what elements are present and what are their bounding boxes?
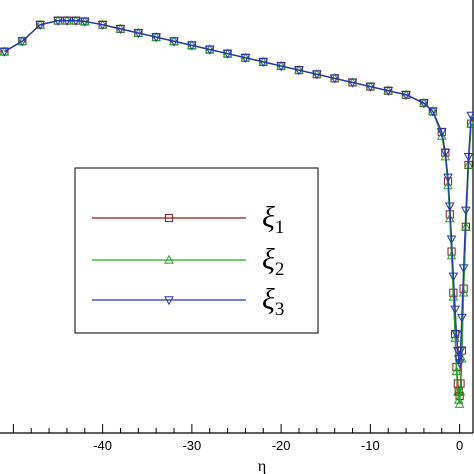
- data-point-series-3: [436, 128, 447, 138]
- data-point-series-3: [0, 47, 10, 57]
- series-line-3: [4, 19, 472, 364]
- axes-layer: -40 -30 -20 -10 0: [0, 0, 474, 453]
- data-point-series-3: [440, 148, 451, 158]
- data-point-series-2: [454, 398, 465, 408]
- data-point-series-3: [451, 330, 462, 340]
- data-point-series-3: [240, 54, 251, 63]
- data-point-series-2: [461, 221, 471, 231]
- data-point-series-3: [276, 62, 286, 72]
- data-point-series-2: [451, 365, 462, 375]
- data-point-series-3: [444, 202, 455, 212]
- data-point-series-3: [455, 346, 466, 356]
- legend-label-3: ξ3: [262, 283, 284, 320]
- x-tick-label: -10: [361, 438, 380, 453]
- data-point-series-3: [151, 33, 162, 43]
- data-point-series-2: [440, 151, 451, 161]
- data-point-series-2: [436, 130, 447, 140]
- data-point-series-3: [454, 359, 465, 369]
- data-point-series-3: [222, 49, 233, 59]
- series-layer: [0, 15, 474, 408]
- data-point-series-3: [446, 235, 457, 245]
- data-point-series-3: [347, 78, 358, 88]
- data-point-series-3: [419, 99, 429, 109]
- data-point-series-3: [450, 305, 460, 315]
- legend-marker-2: [164, 254, 174, 264]
- data-point-series-2: [453, 394, 464, 404]
- data-point-series-3: [169, 37, 179, 47]
- data-point-series-3: [35, 21, 45, 30]
- data-point-series-3: [79, 17, 90, 27]
- data-point-series-3: [458, 264, 469, 274]
- x-tick-label: -20: [272, 438, 291, 453]
- data-point-series-3: [383, 87, 394, 96]
- data-point-series-3: [466, 111, 474, 121]
- data-point-series-3: [461, 206, 471, 216]
- x-axis-label: η: [258, 458, 266, 474]
- data-point-series-3: [448, 272, 459, 282]
- legend-label-2: ξ2: [262, 243, 284, 280]
- x-tick-label: 0: [456, 438, 463, 453]
- data-point-series-2: [448, 291, 459, 301]
- data-point-series-3: [133, 29, 144, 39]
- data-point-series-3: [17, 37, 28, 47]
- x-tick-label: -40: [93, 438, 112, 453]
- data-point-series-3: [62, 16, 72, 26]
- data-point-series-3: [443, 173, 453, 183]
- data-point-series-3: [463, 153, 474, 162]
- legend-marker-3: [164, 296, 174, 306]
- data-point-series-3: [294, 66, 304, 76]
- data-point-series-3: [428, 107, 438, 117]
- data-point-series-3: [311, 70, 322, 80]
- data-point-series-3: [97, 21, 108, 30]
- data-point-series-2: [446, 250, 457, 260]
- data-point-series-2: [458, 287, 469, 297]
- data-point-series-3: [365, 82, 376, 92]
- data-point-series-2: [444, 213, 455, 223]
- data-point-series-3: [457, 313, 467, 323]
- data-point-series-3: [204, 45, 215, 55]
- legend-label-1: ξ1: [262, 201, 284, 238]
- data-point-series-2: [466, 118, 474, 128]
- legend-box: [74, 167, 319, 334]
- x-tick-label: -30: [182, 438, 201, 453]
- data-point-series-3: [53, 16, 63, 26]
- data-point-series-2: [455, 386, 466, 396]
- data-point-series-3: [401, 91, 411, 101]
- data-point-series-3: [187, 41, 197, 51]
- data-point-series-3: [115, 25, 126, 35]
- data-point-series-3: [329, 74, 340, 84]
- data-point-series-3: [258, 58, 269, 68]
- legend-marker-1: [164, 213, 174, 223]
- data-point-series-2: [443, 180, 453, 190]
- data-point-series-3: [71, 16, 81, 26]
